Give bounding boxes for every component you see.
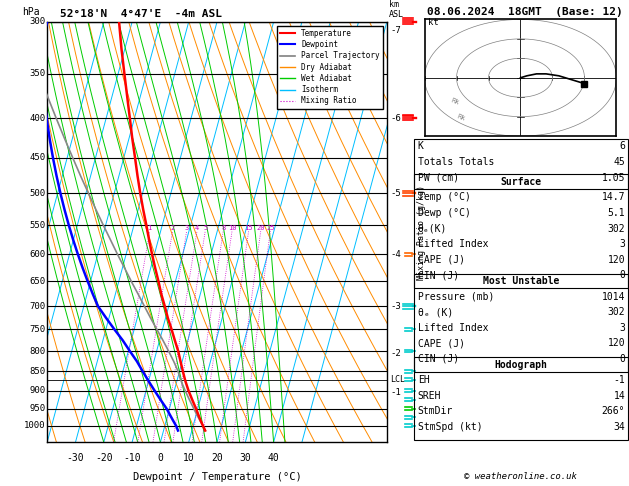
Text: Surface: Surface: [500, 177, 542, 187]
Text: Dewp (°C): Dewp (°C): [418, 208, 470, 218]
Text: Temp (°C): Temp (°C): [418, 192, 470, 203]
Text: Pressure (mb): Pressure (mb): [418, 292, 494, 302]
Text: 25: 25: [266, 226, 275, 231]
Text: Dewpoint / Temperature (°C): Dewpoint / Temperature (°C): [133, 472, 301, 482]
Text: 40: 40: [268, 453, 279, 463]
Text: Rk: Rk: [450, 97, 460, 106]
Text: CIN (J): CIN (J): [418, 354, 459, 364]
Text: 15: 15: [244, 226, 253, 231]
Text: 10: 10: [183, 453, 194, 463]
Text: -20: -20: [95, 453, 113, 463]
Text: 800: 800: [30, 347, 45, 355]
Text: 0: 0: [620, 270, 625, 280]
Text: θₑ(K): θₑ(K): [418, 224, 447, 234]
Text: Lifted Index: Lifted Index: [418, 239, 488, 249]
Text: K: K: [418, 141, 423, 152]
Text: 34: 34: [613, 422, 625, 432]
Text: 266°: 266°: [602, 406, 625, 417]
Text: 52°18'N  4°47'E  -4m ASL: 52°18'N 4°47'E -4m ASL: [60, 9, 222, 19]
Text: 0: 0: [157, 453, 164, 463]
Text: CAPE (J): CAPE (J): [418, 255, 465, 265]
Text: 1: 1: [148, 226, 152, 231]
Text: -7: -7: [390, 26, 401, 35]
Text: 10: 10: [228, 226, 237, 231]
Text: 120: 120: [608, 338, 625, 348]
Text: 1000: 1000: [24, 421, 45, 431]
Text: 08.06.2024  18GMT  (Base: 12): 08.06.2024 18GMT (Base: 12): [427, 7, 623, 17]
Text: 400: 400: [30, 114, 45, 123]
Text: 650: 650: [30, 277, 45, 286]
Text: 350: 350: [30, 69, 45, 78]
Text: 850: 850: [30, 367, 45, 376]
Text: -1: -1: [613, 375, 625, 385]
Legend: Temperature, Dewpoint, Parcel Trajectory, Dry Adiabat, Wet Adiabat, Isotherm, Mi: Temperature, Dewpoint, Parcel Trajectory…: [277, 26, 383, 108]
Text: 14: 14: [613, 391, 625, 401]
Text: 900: 900: [30, 386, 45, 395]
Text: 550: 550: [30, 221, 45, 230]
Text: -3: -3: [390, 302, 401, 311]
Text: 450: 450: [30, 154, 45, 162]
Text: -1: -1: [390, 388, 401, 397]
Text: StmSpd (kt): StmSpd (kt): [418, 422, 482, 432]
Text: 3: 3: [620, 323, 625, 333]
Text: StmDir: StmDir: [418, 406, 453, 417]
Text: 750: 750: [30, 325, 45, 334]
Text: kt: kt: [428, 18, 438, 27]
Text: © weatheronline.co.uk: © weatheronline.co.uk: [464, 472, 577, 481]
Text: 30: 30: [240, 453, 251, 463]
Text: 20: 20: [257, 226, 265, 231]
Text: km
ASL: km ASL: [389, 0, 404, 19]
Text: LCL: LCL: [390, 375, 405, 384]
Text: 600: 600: [30, 250, 45, 259]
Text: 20: 20: [211, 453, 223, 463]
Text: 302: 302: [608, 224, 625, 234]
Text: CAPE (J): CAPE (J): [418, 338, 465, 348]
Text: -10: -10: [123, 453, 141, 463]
Text: 120: 120: [608, 255, 625, 265]
Text: -6: -6: [390, 114, 401, 123]
Text: hPa: hPa: [22, 7, 40, 17]
Text: Hodograph: Hodograph: [494, 360, 547, 370]
Text: 45: 45: [613, 157, 625, 167]
Text: 3: 3: [620, 239, 625, 249]
Text: Totals Totals: Totals Totals: [418, 157, 494, 167]
Text: 1.05: 1.05: [602, 173, 625, 183]
Text: PW (cm): PW (cm): [418, 173, 459, 183]
Text: 700: 700: [30, 302, 45, 311]
Text: θₑ (K): θₑ (K): [418, 307, 453, 317]
Text: CIN (J): CIN (J): [418, 270, 459, 280]
Text: 2: 2: [170, 226, 175, 231]
Text: Mixing Ratio (g/kg): Mixing Ratio (g/kg): [417, 185, 426, 279]
Text: -4: -4: [390, 250, 401, 259]
Text: 6: 6: [620, 141, 625, 152]
Text: 1014: 1014: [602, 292, 625, 302]
Text: 300: 300: [30, 17, 45, 26]
Text: Lifted Index: Lifted Index: [418, 323, 488, 333]
Text: -5: -5: [390, 189, 401, 198]
Text: 5.1: 5.1: [608, 208, 625, 218]
Text: -2: -2: [390, 348, 401, 358]
Text: EH: EH: [418, 375, 430, 385]
Text: 500: 500: [30, 189, 45, 198]
Text: 0: 0: [620, 354, 625, 364]
Text: Rk: Rk: [457, 113, 467, 122]
Text: 950: 950: [30, 404, 45, 413]
Text: 5: 5: [203, 226, 208, 231]
Text: 4: 4: [195, 226, 199, 231]
Text: 8: 8: [221, 226, 225, 231]
Text: 302: 302: [608, 307, 625, 317]
Text: 3: 3: [184, 226, 189, 231]
Text: 14.7: 14.7: [602, 192, 625, 203]
Text: SREH: SREH: [418, 391, 441, 401]
Text: Most Unstable: Most Unstable: [482, 276, 559, 286]
Text: -30: -30: [67, 453, 84, 463]
